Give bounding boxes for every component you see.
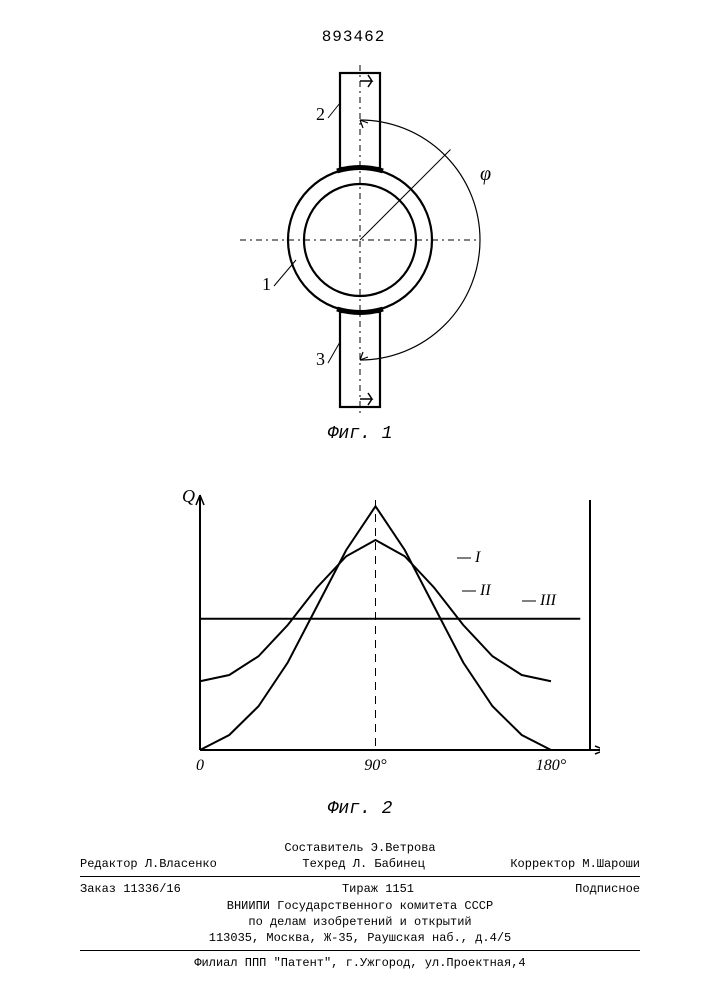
- document-number: 893462: [0, 28, 707, 46]
- svg-text:3: 3: [316, 349, 325, 369]
- svg-text:2: 2: [316, 104, 325, 124]
- svg-text:I: I: [474, 549, 481, 566]
- footer: Составитель Э.Ветрова Редактор Л.Власенк…: [80, 840, 640, 971]
- tirazh-label: Тираж: [342, 882, 378, 896]
- svg-text:II: II: [479, 582, 491, 599]
- tech-name: Л. Бабинец: [353, 857, 425, 871]
- composer-name: Э.Ветрова: [371, 841, 436, 855]
- svg-text:90°: 90°: [364, 757, 387, 774]
- svg-text:III: III: [539, 592, 557, 609]
- svg-text:180°: 180°: [536, 757, 567, 774]
- composer-label: Составитель: [284, 841, 363, 855]
- divider: [80, 876, 640, 877]
- tirazh-value: 1151: [385, 882, 414, 896]
- svg-text:1: 1: [262, 274, 271, 294]
- address-1: 113035, Москва, Ж-35, Раушская наб., д.4…: [80, 930, 640, 946]
- podpisnoe: Подписное: [575, 881, 640, 897]
- figure-2-caption: Фиг. 2: [140, 799, 580, 819]
- figure-2: 090°180°QφIIIIII Фиг. 2: [140, 480, 580, 820]
- tech-label: Техред: [302, 857, 345, 871]
- org-line-1: ВНИИПИ Государственного комитета СССР: [80, 898, 640, 914]
- order-value: 11336/16: [123, 882, 181, 896]
- svg-text:Q: Q: [182, 486, 195, 506]
- divider: [80, 950, 640, 951]
- figure-2-svg: 090°180°QφIIIIII: [140, 480, 600, 790]
- page: 893462 123φ Фиг. 1 090°180°QφIIIIII Фиг.…: [0, 0, 707, 1000]
- corrector-label: Корректор: [510, 857, 575, 871]
- figure-1: 1 2 3 φ Фиг. 1: [140, 65, 580, 445]
- editor-label: Редактор: [80, 857, 138, 871]
- corrector-name: М.Шароши: [582, 857, 640, 871]
- branch: Филиал ППП "Патент", г.Ужгород, ул.Проек…: [80, 955, 640, 971]
- order-label: Заказ: [80, 882, 116, 896]
- svg-text:0: 0: [196, 757, 204, 774]
- figure-1-svg: 1 2 3 φ: [140, 65, 580, 415]
- figure-1-caption: Фиг. 1: [140, 424, 580, 444]
- org-line-2: по делам изобретений и открытий: [80, 914, 640, 930]
- svg-text:φ: φ: [480, 163, 491, 185]
- editor-name: Л.Власенко: [145, 857, 217, 871]
